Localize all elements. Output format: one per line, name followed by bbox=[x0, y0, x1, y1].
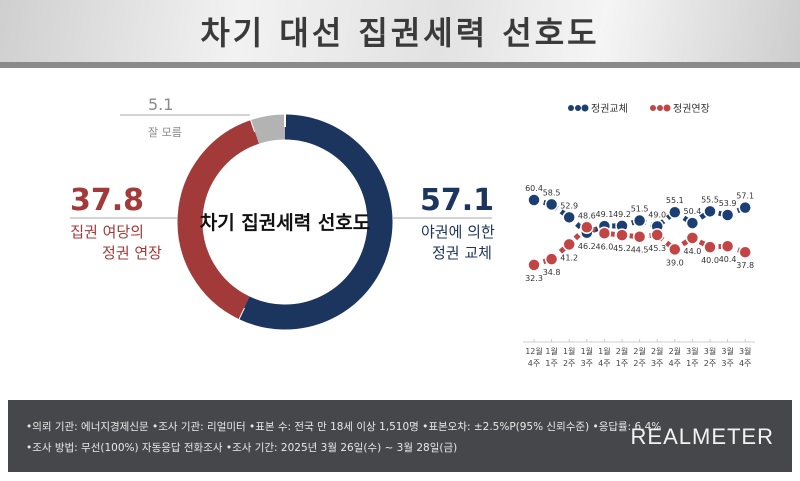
data-point bbox=[650, 228, 664, 242]
data-point bbox=[527, 258, 541, 272]
donut-slice-extend bbox=[177, 119, 260, 319]
data-label: 45.2 bbox=[613, 244, 631, 253]
legend-extend: 정권연장 bbox=[673, 103, 710, 115]
x-tick-label: 3주 bbox=[721, 359, 733, 368]
survey-info-1: •의뢰 기관: 에너지경제신문 •조사 기관: 리얼미터 •표본 수: 전국 만… bbox=[26, 421, 662, 433]
data-label: 52.9 bbox=[560, 201, 578, 210]
replace-label-2: 정권 교체 bbox=[432, 244, 492, 262]
survey-info-2: •조사 방법: 무선(100%) 자동응답 전화조사 •조사 기간: 2025년… bbox=[26, 442, 458, 454]
extend-value: 37.8 bbox=[70, 183, 144, 218]
extend-label-2: 정권 연장 bbox=[102, 244, 162, 262]
x-tick-label: 3주 bbox=[651, 359, 663, 368]
data-point bbox=[685, 216, 700, 230]
extend-label-1: 집권 여당의 bbox=[70, 223, 144, 241]
data-label: 51.5 bbox=[631, 205, 649, 214]
data-point bbox=[544, 252, 559, 266]
x-tick-label: 1월 bbox=[545, 346, 557, 356]
data-point bbox=[527, 193, 541, 207]
data-label: 60.4 bbox=[525, 184, 543, 193]
x-tick-label: 3월 bbox=[721, 346, 733, 356]
x-tick-label: 2주 bbox=[704, 359, 716, 368]
x-tick-label: 3월 bbox=[739, 346, 751, 356]
donut-center-label: 차기 집권세력 선호도 bbox=[200, 212, 371, 234]
data-point bbox=[720, 239, 735, 253]
data-label: 46.2 bbox=[578, 242, 596, 251]
replace-label-1: 야권에 의한 bbox=[421, 223, 495, 241]
data-label: 46.0 bbox=[595, 242, 613, 251]
x-tick-label: 4주 bbox=[739, 359, 751, 368]
data-point bbox=[632, 229, 647, 244]
data-label: 55.1 bbox=[666, 196, 684, 205]
data-point bbox=[738, 245, 752, 259]
data-label: 44.5 bbox=[631, 246, 649, 255]
data-point bbox=[703, 240, 717, 254]
unknown-value: 5.1 bbox=[148, 95, 173, 114]
unknown-label: 잘 모름 bbox=[148, 126, 182, 139]
data-label: 55.5 bbox=[701, 195, 719, 204]
data-label: 53.9 bbox=[719, 199, 737, 208]
data-point bbox=[615, 228, 629, 242]
header-divider bbox=[0, 62, 800, 68]
x-tick-label: 1월 bbox=[581, 346, 593, 356]
x-tick-label: 1월 bbox=[598, 346, 610, 356]
data-label: 48.6 bbox=[578, 211, 596, 220]
data-label: 40.0 bbox=[701, 256, 719, 265]
data-point bbox=[668, 205, 682, 219]
data-label: 40.4 bbox=[719, 255, 737, 264]
realmeter-logo: REALMETER bbox=[630, 424, 774, 449]
legend-replace: 정권교체 bbox=[591, 103, 628, 115]
data-point bbox=[703, 204, 717, 219]
data-point bbox=[720, 208, 735, 222]
x-tick-label: 2주 bbox=[633, 359, 645, 368]
data-point bbox=[580, 220, 594, 235]
x-tick-label: 3월 bbox=[686, 346, 698, 356]
data-label: 49.0 bbox=[648, 210, 666, 219]
data-point bbox=[597, 226, 612, 241]
data-point bbox=[562, 237, 576, 252]
data-label: 37.8 bbox=[736, 261, 754, 270]
x-tick-label: 3주 bbox=[581, 359, 593, 368]
data-label: 57.1 bbox=[736, 192, 754, 201]
x-tick-label: 1주 bbox=[545, 359, 557, 368]
data-label: 34.8 bbox=[543, 268, 561, 277]
data-label: 41.2 bbox=[560, 253, 578, 262]
legend: 정권교체 정권연장 bbox=[568, 103, 710, 115]
x-tick-label: 1주 bbox=[686, 359, 698, 368]
footer: •의뢰 기관: 에너지경제신문 •조사 기관: 리얼미터 •표본 수: 전국 만… bbox=[8, 400, 792, 472]
x-tick-label: 4주 bbox=[669, 359, 681, 368]
replace-value: 57.1 bbox=[420, 183, 494, 218]
x-tick-label: 4주 bbox=[528, 359, 540, 368]
x-tick-label: 1주 bbox=[616, 359, 628, 368]
page-title: 차기 대선 집권세력 선호도 bbox=[200, 14, 600, 52]
header-banner bbox=[0, 0, 800, 62]
data-label: 44.0 bbox=[683, 247, 701, 256]
data-label: 50.4 bbox=[683, 207, 701, 216]
data-point bbox=[562, 210, 576, 225]
x-tick-label: 2월 bbox=[669, 346, 681, 356]
x-tick-label: 4주 bbox=[598, 359, 610, 368]
data-label: 58.5 bbox=[543, 188, 561, 197]
data-label: 49.2 bbox=[613, 210, 631, 219]
data-label: 49.1 bbox=[595, 210, 613, 219]
data-point bbox=[738, 200, 752, 215]
data-label: 39.0 bbox=[666, 258, 684, 267]
x-tick-label: 2월 bbox=[633, 346, 645, 356]
x-tick-label: 1월 bbox=[563, 346, 575, 356]
x-tick-label: 2월 bbox=[616, 346, 628, 356]
x-tick-label: 2주 bbox=[563, 359, 575, 368]
x-tick-label: 3월 bbox=[704, 346, 716, 356]
data-point bbox=[685, 231, 700, 245]
donut-chart: 차기 집권세력 선호도 5.1 잘 모름 37.8 집권 여당의 정권 연장 5… bbox=[70, 95, 495, 330]
x-tick-label: 2월 bbox=[651, 346, 663, 356]
x-tick-label: 12월 bbox=[525, 346, 543, 356]
data-label: 45.3 bbox=[648, 244, 666, 253]
data-point bbox=[632, 213, 647, 228]
donut-slice-replace bbox=[238, 114, 393, 330]
data-label: 32.3 bbox=[525, 274, 543, 283]
line-chart: 정권교체 정권연장 12월 4주 1월 1주 1월 2주 1월 3주 1월 4주 2월 1주 2월 2주 2… bbox=[523, 103, 755, 368]
data-point bbox=[544, 197, 559, 212]
data-point bbox=[668, 242, 682, 257]
donut-slice-unknown bbox=[251, 114, 286, 144]
